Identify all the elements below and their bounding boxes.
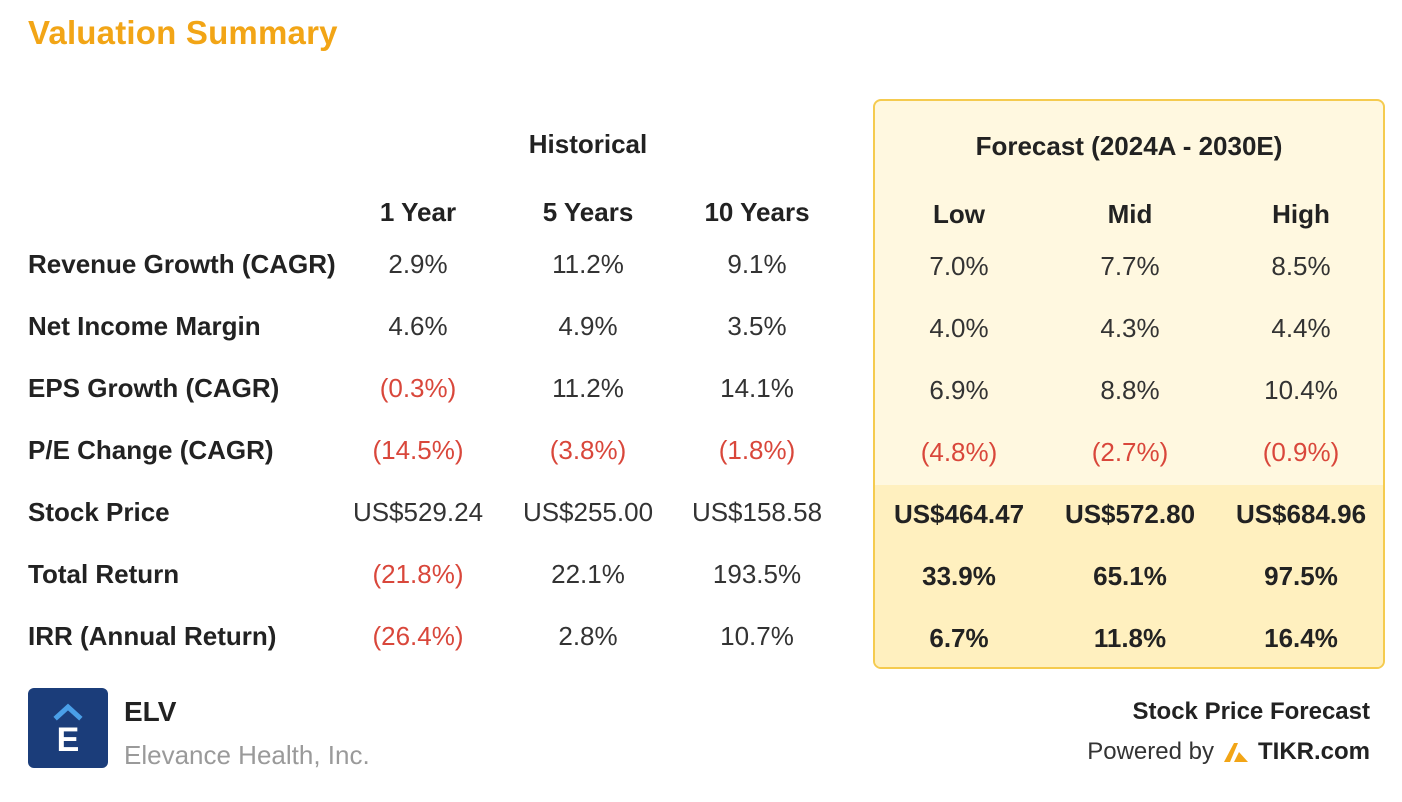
tikr-brand: TIKR.com xyxy=(1257,738,1370,765)
forecast-cell: US$464.47 xyxy=(893,499,1025,529)
historical-cell: 3.5% xyxy=(727,311,787,341)
forecast-cell: 16.4% xyxy=(1264,623,1338,653)
forecast-header: Forecast (2024A - 2030E) xyxy=(975,131,1283,161)
row-label: Net Income Margin xyxy=(28,311,261,341)
elevance-logo-icon: E xyxy=(53,703,83,759)
historical-cell: 4.9% xyxy=(558,311,618,341)
historical-cell: 2.9% xyxy=(388,249,448,279)
forecast-col-3: High xyxy=(1272,199,1330,229)
forecast-cell: (0.9%) xyxy=(1262,437,1340,467)
powered-by: Powered by TIKR.com xyxy=(1087,738,1370,766)
forecast-col-2: Mid xyxy=(1107,199,1153,229)
company-name: Elevance Health, Inc. xyxy=(124,740,370,770)
forecast-col-1: Low xyxy=(933,199,985,229)
row-label: Stock Price xyxy=(28,497,170,527)
page-title: Valuation Summary xyxy=(28,14,338,51)
historical-cell: US$158.58 xyxy=(691,497,823,527)
historical-col-3: 10 Years xyxy=(704,197,810,227)
forecast-cell: (2.7%) xyxy=(1091,437,1169,467)
historical-header: Historical xyxy=(528,129,648,159)
forecast-cell: 4.4% xyxy=(1271,313,1331,343)
historical-cell: (0.3%) xyxy=(379,373,457,403)
historical-col-2: 5 Years xyxy=(542,197,634,227)
forecast-panel xyxy=(873,99,1385,669)
historical-cell: (26.4%) xyxy=(372,621,464,651)
historical-cell: 2.8% xyxy=(558,621,618,651)
historical-cell: (21.8%) xyxy=(372,559,464,589)
historical-cell: 22.1% xyxy=(551,559,625,589)
company-ticker: ELV xyxy=(124,696,177,727)
historical-cell: 11.2% xyxy=(552,249,624,279)
forecast-cell: 33.9% xyxy=(922,561,996,591)
historical-cell: 193.5% xyxy=(712,559,802,589)
historical-cell: 10.7% xyxy=(720,621,794,651)
historical-cell: (3.8%) xyxy=(549,435,627,465)
historical-cell: US$529.24 xyxy=(352,497,484,527)
historical-cell: US$255.00 xyxy=(522,497,654,527)
company-logo: E xyxy=(28,688,108,768)
forecast-cell: 97.5% xyxy=(1264,561,1338,591)
forecast-cell: 8.5% xyxy=(1271,251,1331,281)
historical-cell: (1.8%) xyxy=(718,435,796,465)
forecast-cell: US$684.96 xyxy=(1235,499,1367,529)
forecast-cell: 6.7% xyxy=(929,623,989,653)
forecast-cell: 7.7% xyxy=(1100,251,1160,281)
forecast-cell: 11.8% xyxy=(1093,623,1167,653)
historical-cell: 11.2% xyxy=(552,373,624,403)
historical-cell: 9.1% xyxy=(727,249,787,279)
historical-cell: (14.5%) xyxy=(372,435,464,465)
forecast-cell: 8.8% xyxy=(1100,375,1160,405)
forecast-cell: 10.4% xyxy=(1264,375,1338,405)
row-label: EPS Growth (CAGR) xyxy=(28,373,280,403)
row-label: P/E Change (CAGR) xyxy=(28,435,274,465)
historical-cell: 4.6% xyxy=(388,311,448,341)
forecast-cell: 65.1% xyxy=(1093,561,1167,591)
row-label: Revenue Growth (CAGR) xyxy=(28,249,336,279)
forecast-cell: 6.9% xyxy=(929,375,989,405)
historical-cell: 14.1% xyxy=(720,373,794,403)
historical-col-1: 1 Year xyxy=(379,197,457,227)
forecast-cell: US$572.80 xyxy=(1064,499,1196,529)
row-label: Total Return xyxy=(28,559,180,589)
forecast-cell: (4.8%) xyxy=(920,437,998,467)
logo-letter: E xyxy=(57,721,80,759)
footer-label: Stock Price Forecast xyxy=(1132,698,1370,725)
tikr-logo-icon xyxy=(1223,743,1248,762)
powered-by-text: Powered by xyxy=(1087,738,1214,765)
forecast-highlight-band xyxy=(875,485,1383,667)
forecast-cell: 4.0% xyxy=(929,313,989,343)
row-label: IRR (Annual Return) xyxy=(28,621,277,651)
forecast-cell: 4.3% xyxy=(1100,313,1160,343)
forecast-cell: 7.0% xyxy=(929,251,989,281)
